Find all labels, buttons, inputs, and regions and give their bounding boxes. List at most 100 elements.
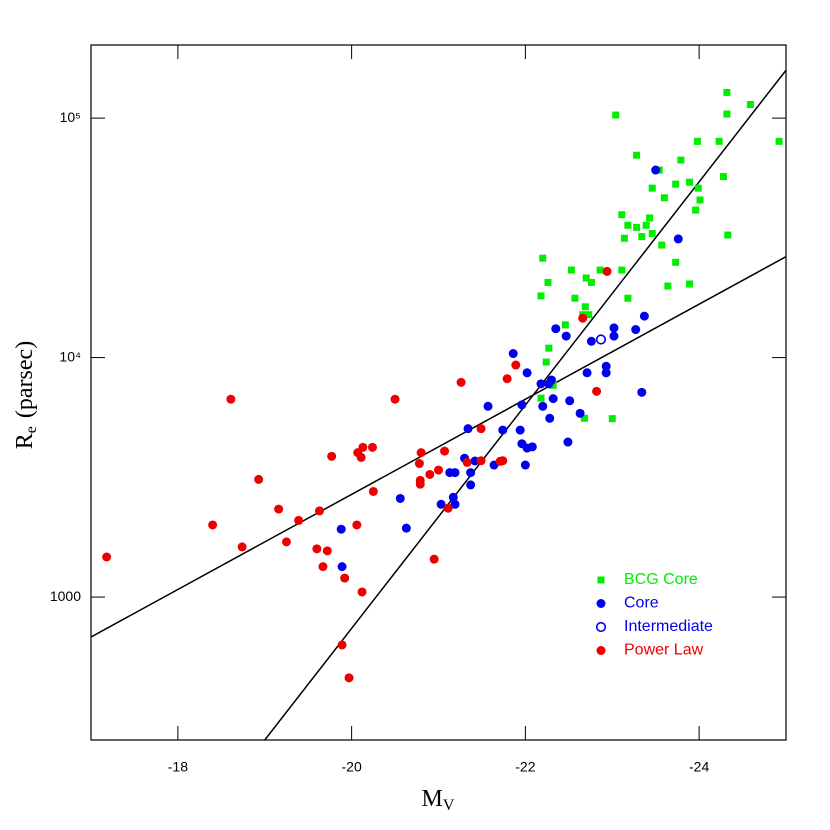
point: [609, 323, 619, 333]
point: [549, 381, 557, 389]
point: [337, 562, 347, 572]
y-label-sub: e: [23, 426, 40, 433]
point: [425, 469, 435, 479]
point: [463, 424, 473, 434]
point: [429, 554, 439, 564]
point: [434, 465, 443, 475]
point: [476, 456, 486, 466]
point: [542, 358, 550, 366]
legend-label: BCG Core: [624, 571, 698, 588]
y-label-main: R: [12, 433, 38, 449]
point: [567, 266, 575, 274]
point: [522, 368, 532, 378]
point: [545, 413, 555, 423]
point: [281, 537, 291, 547]
fit-line: [91, 255, 786, 638]
point: [618, 211, 626, 219]
plot-frame: [90, 44, 787, 741]
point: [585, 311, 593, 319]
point: [638, 233, 646, 241]
point: [537, 394, 545, 402]
point: [368, 486, 378, 496]
point: [337, 640, 347, 650]
point: [582, 274, 590, 282]
point: [415, 479, 425, 489]
point: [672, 258, 680, 266]
point: [596, 266, 604, 274]
point: [724, 231, 732, 239]
point: [612, 111, 620, 119]
point: [544, 379, 554, 389]
point: [595, 334, 607, 345]
x-tick-label: -24: [689, 759, 709, 775]
point: [723, 88, 731, 96]
point: [580, 414, 588, 422]
point: [537, 292, 545, 300]
point: [312, 544, 322, 554]
point: [609, 331, 619, 341]
x-tick-label: -18: [168, 759, 188, 775]
point: [208, 520, 218, 530]
point: [357, 587, 367, 597]
point: [448, 492, 458, 502]
point: [466, 468, 476, 478]
point: [582, 368, 592, 378]
point: [254, 474, 264, 484]
point: [367, 442, 377, 452]
point: [692, 206, 700, 214]
y-tick-label: 10⁴: [59, 348, 81, 364]
point: [587, 278, 595, 286]
point: [450, 468, 460, 478]
point: [672, 180, 680, 188]
point: [520, 460, 530, 470]
y-tick-label: 1000: [50, 588, 81, 604]
point: [322, 546, 332, 556]
point: [443, 503, 453, 513]
point: [544, 278, 552, 286]
point: [440, 446, 450, 456]
point: [414, 459, 424, 469]
point: [620, 234, 628, 242]
y-label-suffix: (parsec): [12, 341, 38, 418]
point: [637, 387, 647, 397]
point: [602, 266, 612, 276]
point: [538, 401, 548, 411]
point: [274, 504, 284, 514]
point: [686, 178, 694, 186]
point: [673, 234, 683, 244]
point: [545, 344, 553, 352]
legend-marker: [595, 621, 607, 633]
point: [694, 184, 702, 192]
point: [633, 151, 641, 159]
point: [581, 303, 589, 311]
legend-marker: [596, 599, 606, 608]
y-axis-label: Re (parsec): [12, 341, 40, 449]
point: [642, 221, 650, 229]
point: [327, 451, 337, 461]
point: [686, 280, 694, 288]
point: [340, 573, 350, 583]
point: [395, 493, 405, 503]
point: [462, 457, 472, 467]
point: [102, 552, 112, 562]
point: [314, 506, 324, 516]
point: [515, 425, 525, 435]
point: [592, 386, 602, 396]
point: [237, 542, 247, 552]
x-label-sub: V: [443, 797, 455, 814]
point: [561, 321, 569, 329]
point: [578, 313, 588, 323]
point: [633, 223, 641, 231]
point: [539, 254, 547, 262]
point: [601, 368, 611, 378]
point: [696, 196, 704, 204]
point: [601, 361, 611, 371]
point: [401, 523, 411, 533]
legend-label: Core: [624, 595, 659, 612]
point: [226, 394, 236, 404]
point: [498, 425, 508, 435]
point: [677, 156, 685, 164]
legend-label: Intermediate: [624, 618, 713, 635]
point: [658, 241, 666, 249]
